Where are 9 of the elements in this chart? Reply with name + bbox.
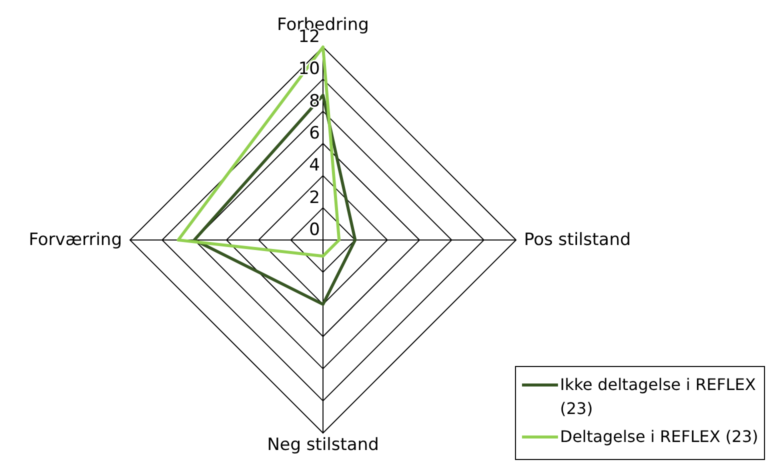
y-tick-label: 4 (309, 156, 320, 176)
spoke-label: Pos stilstand (524, 230, 631, 250)
spoke-label: Neg stilstand (267, 435, 379, 455)
legend-label: Ikke deltagelse i REFLEX (23) (560, 374, 757, 420)
y-tick-label: 2 (309, 188, 320, 208)
y-tick-label: 6 (309, 124, 320, 144)
y-tick-label: 0 (309, 220, 320, 240)
legend-label: Deltagelse i REFLEX (23) (560, 426, 758, 448)
spoke-label: Forværring (28, 230, 122, 250)
